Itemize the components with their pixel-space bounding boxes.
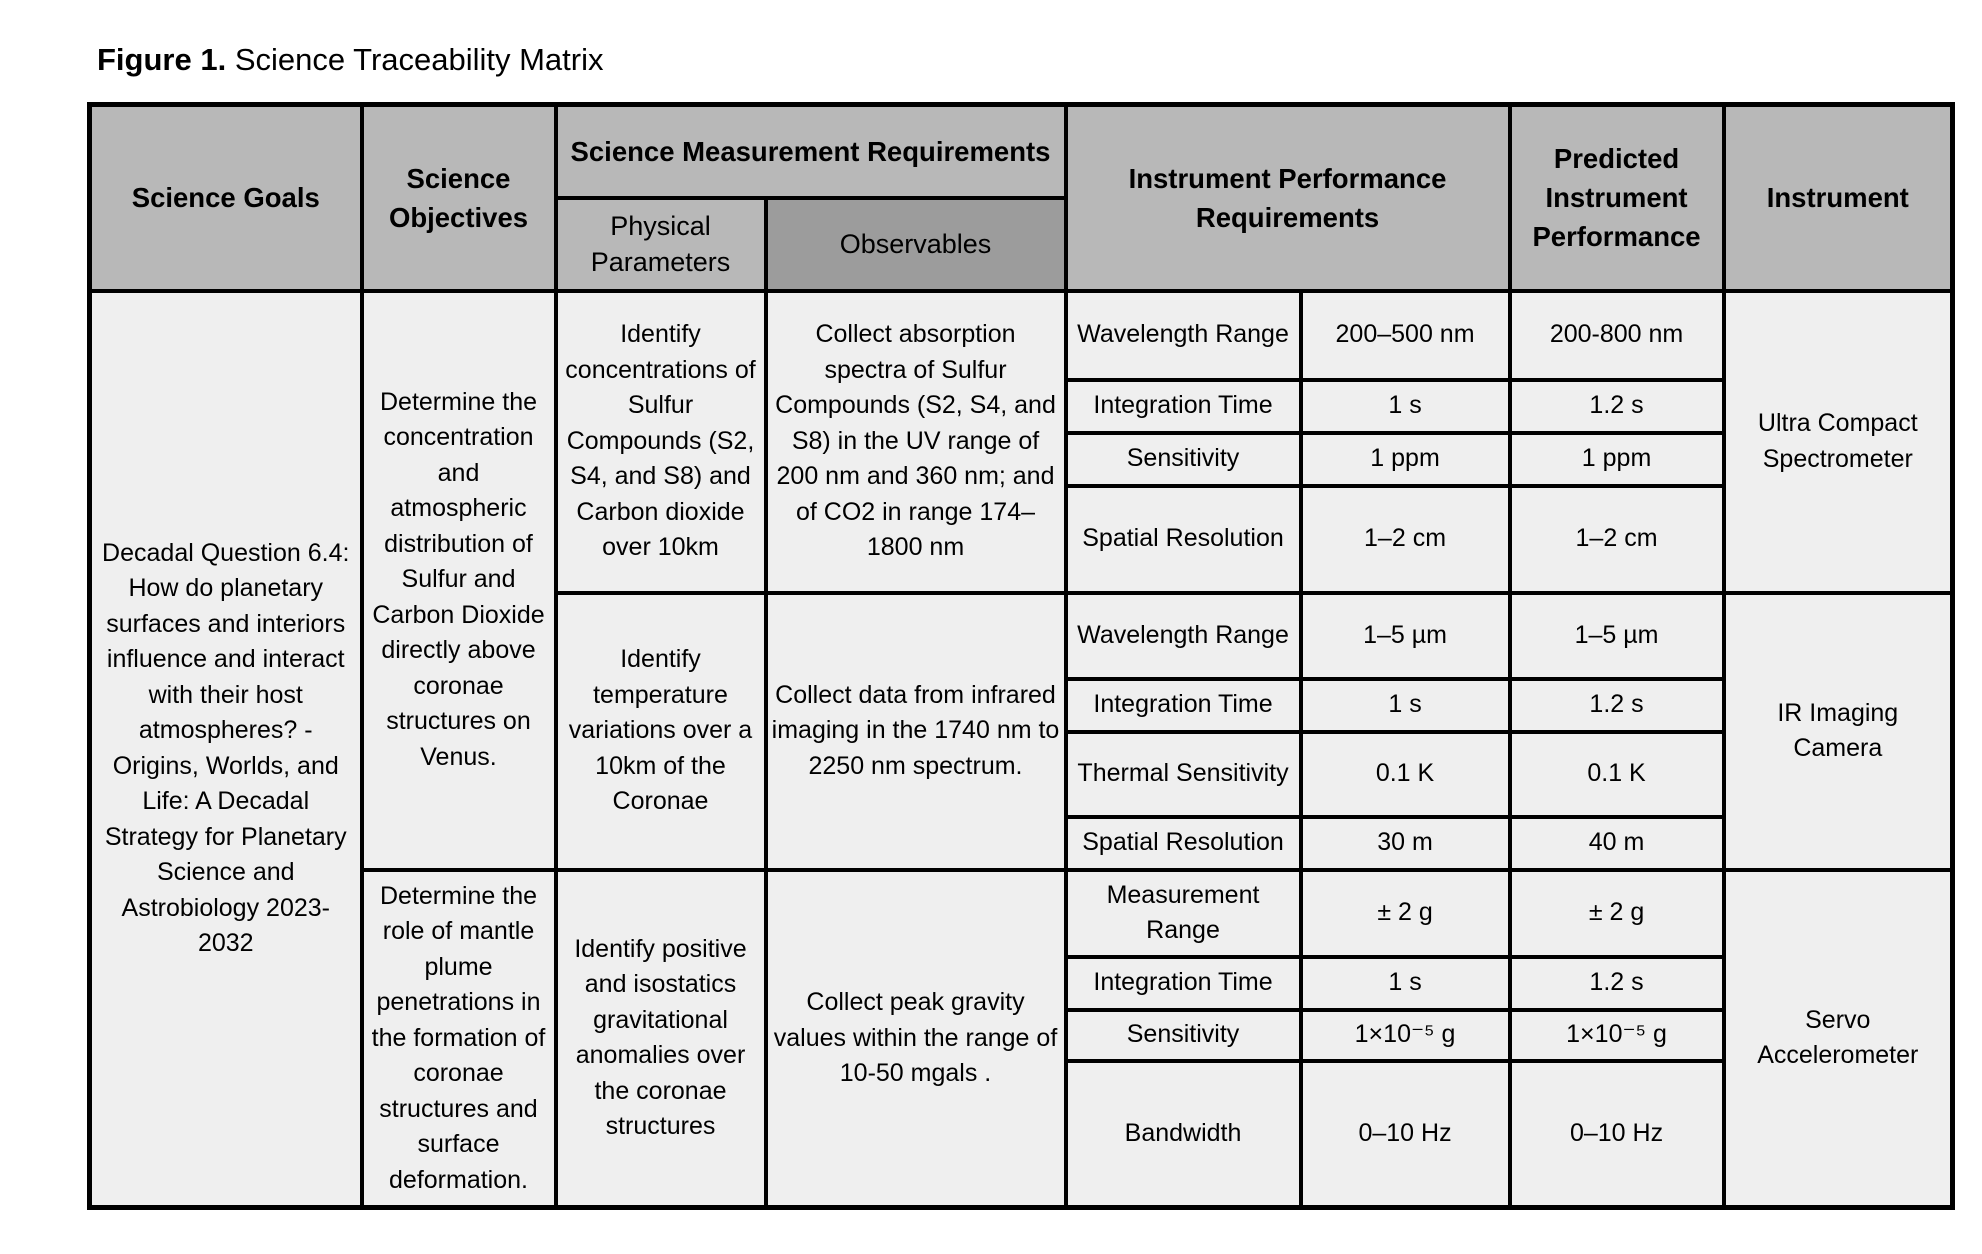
performance-requirement: 1 ppm <box>1298 430 1512 488</box>
predicted-performance: 1 ppm <box>1507 430 1726 488</box>
science-goal-cell: Decadal Question 6.4: How do planetary s… <box>87 288 364 1210</box>
performance-parameter: Measurement Range <box>1063 867 1303 959</box>
predicted-performance: 40 m <box>1507 814 1726 872</box>
performance-parameter: Integration Time <box>1063 377 1303 435</box>
header-science-objectives: Science Objectives <box>359 102 558 293</box>
objective-cell-2: Determine the role of mantle plume penet… <box>359 867 558 1210</box>
performance-parameter: Sensitivity <box>1063 1007 1303 1063</box>
performance-requirement: 1×10⁻⁵ g <box>1298 1007 1512 1063</box>
performance-requirement: 1–5 µm <box>1298 590 1512 681</box>
instrument-cell-2: IR Imaging Camera <box>1721 590 1955 872</box>
performance-requirement: 1 s <box>1298 954 1512 1012</box>
header-predicted-instrument-performance: Predicted Instrument Performance <box>1507 102 1726 293</box>
predicted-performance: 1.2 s <box>1507 954 1726 1012</box>
instrument-cell-3: Servo Accelerometer <box>1721 867 1955 1210</box>
header-physical-parameters: Physical Parameters <box>553 195 768 293</box>
predicted-performance: 0.1 K <box>1507 729 1726 819</box>
physical-parameter-cell-2: Identify temperature variations over a 1… <box>553 590 768 872</box>
performance-parameter: Bandwidth <box>1063 1058 1303 1210</box>
predicted-performance: 200-800 nm <box>1507 288 1726 382</box>
performance-requirement: 0–10 Hz <box>1298 1058 1512 1210</box>
physical-parameter-cell-1: Identify concentrations of Sulfur Compou… <box>553 288 768 595</box>
predicted-performance: 0–10 Hz <box>1507 1058 1726 1210</box>
performance-parameter: Wavelength Range <box>1063 288 1303 382</box>
instrument-cell-1: Ultra Compact Spectrometer <box>1721 288 1955 595</box>
performance-parameter: Sensitivity <box>1063 430 1303 488</box>
performance-parameter: Integration Time <box>1063 676 1303 734</box>
predicted-performance: 1–2 cm <box>1507 483 1726 595</box>
performance-requirement: ± 2 g <box>1298 867 1512 959</box>
figure-caption: Figure 1. Science Traceability Matrix <box>97 40 604 80</box>
figure-title: Science Traceability Matrix <box>226 42 604 77</box>
performance-parameter: Integration Time <box>1063 954 1303 1012</box>
performance-requirement: 1 s <box>1298 676 1512 734</box>
predicted-performance: 1×10⁻⁵ g <box>1507 1007 1726 1063</box>
performance-requirement: 200–500 nm <box>1298 288 1512 382</box>
performance-requirement: 1 s <box>1298 377 1512 435</box>
performance-requirement: 30 m <box>1298 814 1512 872</box>
predicted-performance: 1–5 µm <box>1507 590 1726 681</box>
objective-cell-1: Determine the concentration and atmosphe… <box>359 288 558 872</box>
header-science-goals: Science Goals <box>87 102 364 293</box>
performance-parameter: Spatial Resolution <box>1063 814 1303 872</box>
header-instrument: Instrument <box>1721 102 1955 293</box>
figure-label: Figure 1. <box>97 42 227 77</box>
header-observables: Observables <box>763 195 1068 293</box>
performance-requirement: 1–2 cm <box>1298 483 1512 595</box>
observable-cell-1: Collect absorption spectra of Sulfur Com… <box>763 288 1068 595</box>
predicted-performance: 1.2 s <box>1507 676 1726 734</box>
physical-parameter-cell-3: Identify positive and isostatics gravita… <box>553 867 768 1210</box>
header-instrument-performance-requirements: Instrument Performance Requirements <box>1063 102 1512 293</box>
performance-parameter: Spatial Resolution <box>1063 483 1303 595</box>
performance-requirement: 0.1 K <box>1298 729 1512 819</box>
performance-parameter: Wavelength Range <box>1063 590 1303 681</box>
performance-parameter: Thermal Sensitivity <box>1063 729 1303 819</box>
science-traceability-matrix: Science Goals Science Objectives Science… <box>87 102 1956 1210</box>
predicted-performance: 1.2 s <box>1507 377 1726 435</box>
predicted-performance: ± 2 g <box>1507 867 1726 959</box>
observable-cell-2: Collect data from infrared imaging in th… <box>763 590 1068 872</box>
header-measurement-requirements: Science Measurement Requirements <box>553 102 1068 200</box>
observable-cell-3: Collect peak gravity values within the r… <box>763 867 1068 1210</box>
